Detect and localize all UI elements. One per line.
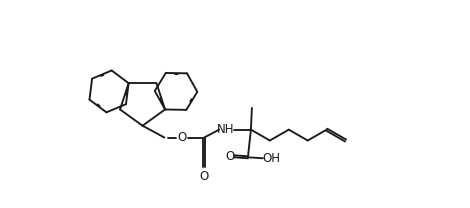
Text: O: O: [226, 150, 235, 163]
Text: O: O: [200, 170, 209, 183]
Text: OH: OH: [263, 152, 281, 165]
Text: O: O: [178, 131, 187, 144]
Text: NH: NH: [217, 123, 235, 136]
